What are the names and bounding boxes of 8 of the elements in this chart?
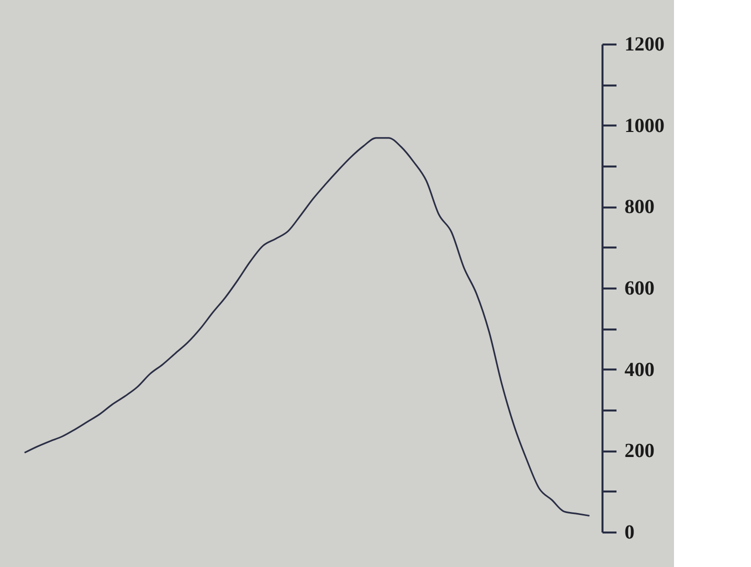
y-tick-label: 200 <box>624 440 654 462</box>
y-tick-label: 400 <box>624 358 654 381</box>
y-tick-label: 1200 <box>624 34 664 56</box>
y-tick-label: 1000 <box>624 114 664 137</box>
y-tick-label: 600 <box>624 278 654 300</box>
y-tick-label: 800 <box>624 196 654 218</box>
y-tick-label: 0 <box>624 522 634 544</box>
line-series <box>24 137 590 517</box>
